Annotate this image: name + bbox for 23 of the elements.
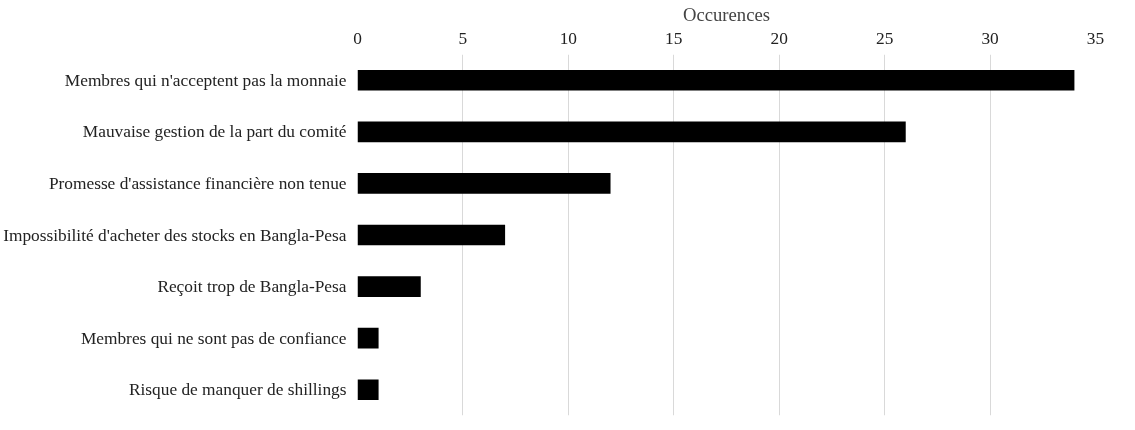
y-tick-label: Reçoit trop de Bangla-Pesa — [157, 277, 347, 297]
bar — [357, 69, 1075, 91]
bar — [357, 379, 379, 401]
x-tick-label: 15 — [665, 28, 683, 48]
x-tick-label: 5 — [458, 28, 468, 48]
y-tick-label: Impossibilité d'acheter des stocks en Bangla-Pesa — [3, 225, 347, 245]
x-tick-label: 30 — [981, 28, 999, 48]
y-tick-label: Mauvaise gestion de la part du comité — [82, 122, 347, 142]
x-axis-title: Occurences — [683, 3, 771, 25]
x-tick-label: 20 — [770, 28, 788, 48]
bar — [357, 327, 379, 349]
y-tick-label: Risque de manquer de shillings — [128, 380, 347, 400]
y-tick-label: Promesse d'assistance financière non tenue — [48, 173, 347, 193]
x-tick-label: 10 — [559, 28, 578, 48]
x-tick-label: 25 — [875, 28, 894, 48]
y-tick-label: Membres qui n'acceptent pas la monnaie — [64, 70, 347, 90]
bar — [357, 121, 906, 143]
x-tick-label: 0 — [353, 28, 362, 48]
y-tick-label: Membres qui ne sont pas de confiance — [80, 328, 347, 348]
x-tick-label: 35 — [1086, 28, 1105, 48]
bar — [357, 224, 506, 246]
bar — [357, 173, 611, 194]
bar — [357, 276, 421, 297]
